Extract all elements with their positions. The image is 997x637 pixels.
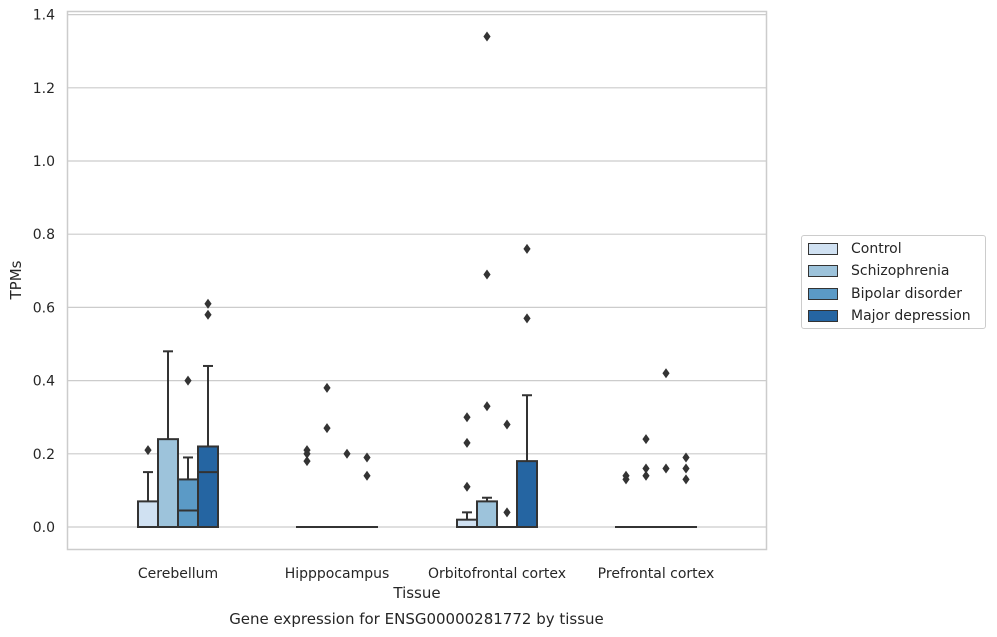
legend: Control Schizophrenia Bipolar disorder M…: [801, 235, 986, 329]
outlier-point: [503, 507, 511, 518]
box-bipolar-disorder-cerebellum: [177, 375, 199, 529]
box-major-depression-prefrontal-cortex: [675, 452, 697, 529]
legend-swatch-schizophrenia: [808, 265, 838, 277]
y-tick-label: 0.2: [33, 447, 55, 463]
grid-lines: [67, 14, 767, 528]
box-elements: [137, 31, 697, 529]
box-body: [516, 460, 538, 528]
outlier-point: [483, 31, 491, 42]
legend-swatch-major-depression: [808, 310, 838, 322]
outlier-point: [363, 452, 371, 463]
outlier-point: [323, 423, 331, 434]
box-major-depression-cerebellum: [197, 298, 219, 529]
outlier-point: [343, 448, 351, 459]
x-tick-label: Prefrontal cortex: [598, 566, 715, 582]
y-tick-label: 0.6: [33, 300, 55, 316]
outlier-point: [682, 452, 690, 463]
outlier-point: [642, 470, 650, 481]
x-axis-label: Tissue: [392, 584, 440, 602]
outlier-point: [662, 463, 670, 474]
legend-swatch-control: [808, 243, 838, 255]
outlier-point: [503, 419, 511, 430]
legend-label-major-depression: Major depression: [851, 308, 971, 324]
box-schizophrenia-orbitofrontal-cortex: [476, 31, 498, 529]
outlier-point: [463, 437, 471, 448]
legend-item-schizophrenia: Schizophrenia: [808, 261, 949, 281]
box-schizophrenia-hipppocampus: [316, 382, 338, 529]
outlier-point: [483, 269, 491, 280]
box-major-depression-hipppocampus: [356, 452, 378, 529]
box-body: [476, 500, 498, 529]
box-bipolar-disorder-hipppocampus: [336, 448, 358, 529]
legend-label-schizophrenia: Schizophrenia: [851, 263, 950, 279]
y-tick-label: 1.2: [33, 81, 55, 97]
outlier-point: [363, 470, 371, 481]
x-tick-label: Cerebellum: [138, 566, 218, 582]
box-schizophrenia-prefrontal-cortex: [635, 434, 657, 529]
box-body: [177, 478, 199, 529]
legend-swatch-bipolar-disorder: [808, 288, 838, 300]
legend-item-control: Control: [808, 239, 902, 259]
y-axis-label: TPMs: [7, 260, 25, 300]
box-body: [197, 445, 219, 529]
outlier-point: [642, 434, 650, 445]
y-tick-label: 0.0: [33, 520, 55, 536]
box-schizophrenia-cerebellum: [157, 350, 179, 528]
box-control-hipppocampus: [296, 445, 318, 529]
outlier-point: [323, 382, 331, 393]
y-tick-labels: 0.0 0.2 0.4 0.6 0.8 1.0 1.2 1.4: [33, 8, 55, 536]
box-control-cerebellum: [137, 445, 159, 529]
outlier-point: [463, 481, 471, 492]
legend-item-bipolar-disorder: Bipolar disorder: [808, 284, 962, 304]
y-tick-label: 0.8: [33, 227, 55, 243]
box-body: [456, 518, 478, 528]
outlier-point: [642, 463, 650, 474]
outlier-point: [204, 298, 212, 309]
outlier-point: [483, 401, 491, 412]
box-major-depression-orbitofrontal-cortex: [516, 243, 538, 528]
box-control-orbitofrontal-cortex: [456, 412, 478, 528]
y-tick-label: 1.0: [33, 154, 55, 170]
outlier-point: [144, 445, 152, 456]
box-body: [157, 438, 179, 528]
box-bipolar-disorder-prefrontal-cortex: [655, 368, 677, 529]
y-tick-label: 1.4: [33, 8, 55, 24]
box-control-prefrontal-cortex: [615, 470, 637, 529]
y-tick-label: 0.4: [33, 374, 55, 390]
legend-item-major-depression: Major depression: [808, 306, 971, 326]
outlier-point: [303, 456, 311, 467]
x-tick-label: Orbitofrontal cortex: [428, 566, 566, 582]
outlier-point: [303, 445, 311, 456]
outlier-point: [662, 368, 670, 379]
legend-label-control: Control: [851, 241, 902, 257]
outlier-point: [622, 470, 630, 481]
outlier-point: [523, 243, 531, 254]
plot-frame: [66, 10, 768, 551]
x-tick-labels: Cerebellum Hipppocampus Orbitofrontal cort…: [138, 566, 714, 582]
legend-label-bipolar-disorder: Bipolar disorder: [851, 286, 963, 302]
outlier-point: [204, 309, 212, 320]
outlier-point: [463, 412, 471, 423]
outlier-point: [682, 474, 690, 485]
outlier-point: [523, 313, 531, 324]
box-bipolar-disorder-orbitofrontal-cortex: [496, 419, 518, 529]
chart-caption: Gene expression for ENSG00000281772 by t…: [229, 610, 604, 628]
box-body: [137, 500, 159, 529]
outlier-point: [682, 463, 690, 474]
x-tick-label: Hipppocampus: [285, 566, 390, 582]
outlier-point: [184, 375, 192, 386]
